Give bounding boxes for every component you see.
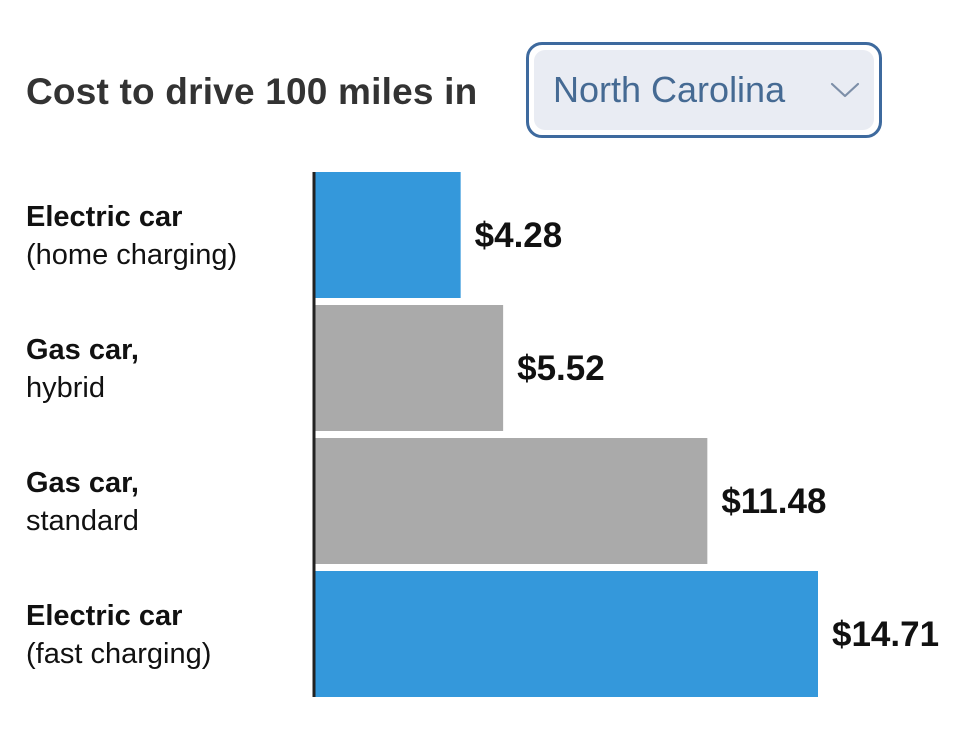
state-select-field[interactable]: North Carolina: [534, 50, 874, 130]
category-label-main: Gas car,: [26, 334, 139, 366]
chart-title: Cost to drive 100 miles in: [26, 71, 478, 112]
value-label-4: $14.71: [832, 615, 939, 654]
value-label-2: $5.52: [517, 349, 605, 388]
state-select-value: North Carolina: [553, 69, 786, 110]
category-label-main: Gas car,: [26, 467, 139, 499]
value-label-1: $4.28: [475, 216, 563, 255]
category-label-sub: standard: [26, 505, 139, 537]
category-label-sub: hybrid: [26, 372, 105, 404]
bar-4: [314, 571, 818, 697]
chevron-down-icon[interactable]: [830, 81, 860, 99]
bar-3: [314, 438, 708, 564]
category-label-4: Electric car (fast charging): [26, 597, 211, 673]
category-label-2: Gas car, hybrid: [26, 331, 139, 407]
category-label-3: Gas car, standard: [26, 464, 139, 540]
bar-1: [314, 172, 461, 298]
value-label-3: $11.48: [721, 482, 826, 521]
category-label-sub: (fast charging): [26, 638, 212, 670]
bar-2: [314, 305, 504, 431]
category-label-main: Electric car: [26, 201, 183, 233]
category-label-main: Electric car: [26, 600, 183, 632]
category-label-1: Electric car (home charging): [26, 198, 237, 274]
category-label-sub: (home charging): [26, 239, 238, 271]
state-select-dropdown[interactable]: North Carolina: [526, 42, 882, 138]
chart-header: Cost to drive 100 miles in: [26, 42, 477, 142]
